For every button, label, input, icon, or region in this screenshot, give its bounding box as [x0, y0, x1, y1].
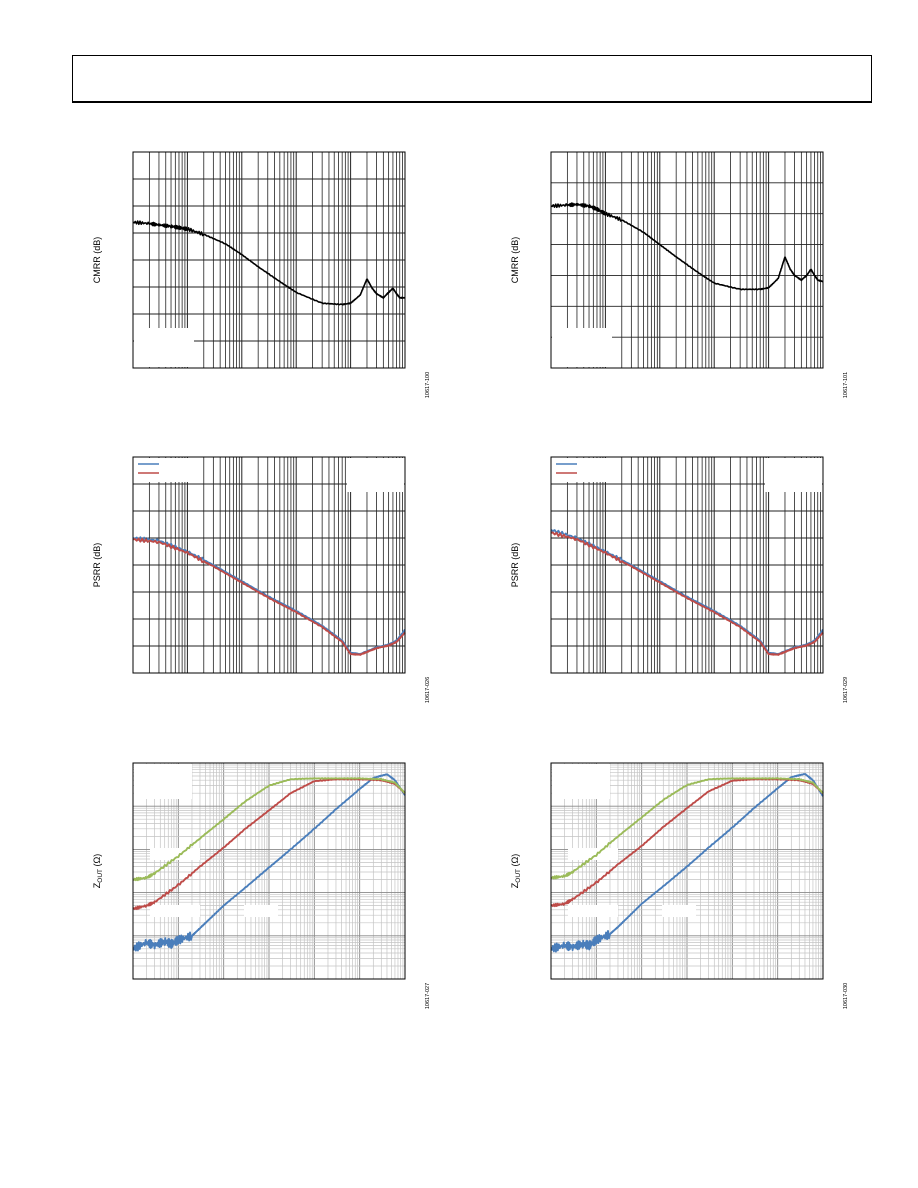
annotation-box: [150, 848, 200, 860]
series-line: [132, 777, 406, 882]
annotation-box: [347, 458, 404, 492]
annotation-box: [134, 458, 190, 482]
chart-psrr-right: PSRR (dB) 10617-029: [510, 456, 849, 703]
y-axis-label: PSRR (dB): [92, 543, 102, 588]
y-axis-label: CMRR (dB): [510, 237, 520, 284]
chart-cmrr-left: CMRR (dB) 10617-100: [92, 151, 431, 398]
annotation-box: [568, 848, 618, 860]
y-axis-label: PSRR (dB): [510, 543, 520, 588]
plot-frame: [550, 762, 824, 980]
series-line: [550, 777, 824, 880]
plot-frame: [132, 762, 406, 980]
series-line: [132, 777, 406, 911]
annotation-box: [765, 458, 822, 492]
y-axis-label: CMRR (dB): [92, 237, 102, 284]
chart-zout-left: ZOUT (Ω) 10617-027: [92, 762, 431, 1009]
plot-frame: [132, 456, 406, 674]
annotation-box: [662, 905, 696, 917]
gridlines: [550, 456, 823, 674]
y-axis-label: ZOUT (Ω): [92, 854, 104, 888]
series-line: [550, 202, 824, 291]
y-axis-label: ZOUT (Ω): [510, 854, 522, 888]
annotation-box: [552, 328, 612, 367]
figure-code: 10617-029: [843, 677, 849, 703]
annotation-box: [568, 905, 618, 917]
plot-frame: [132, 151, 406, 369]
series-line: [550, 531, 824, 656]
annotation-box: [244, 905, 278, 917]
figure-code: 10617-030: [843, 983, 849, 1009]
annotation-box: [134, 328, 194, 367]
series-line: [550, 777, 824, 908]
figure-code: 10617-026: [425, 677, 431, 703]
annotation-box: [552, 458, 608, 482]
gridlines: [132, 456, 405, 674]
plot-frame: [550, 456, 824, 674]
series-line: [132, 537, 406, 656]
figure-code: 10617-027: [425, 983, 431, 1009]
chart-psrr-left: PSRR (dB) 10617-026: [92, 456, 431, 703]
chart-zout-right: ZOUT (Ω) 10617-030: [510, 762, 849, 1009]
annotation-box: [150, 905, 200, 917]
page-header-box: [72, 55, 872, 103]
chart-cmrr-right: CMRR (dB) 10617-101: [510, 151, 849, 398]
annotation-box: [134, 764, 192, 799]
plot-frame: [550, 151, 824, 369]
annotation-box: [552, 764, 610, 799]
figure-code: 10617-100: [425, 372, 431, 398]
figure-code: 10617-101: [843, 372, 849, 398]
series-line: [132, 220, 406, 306]
